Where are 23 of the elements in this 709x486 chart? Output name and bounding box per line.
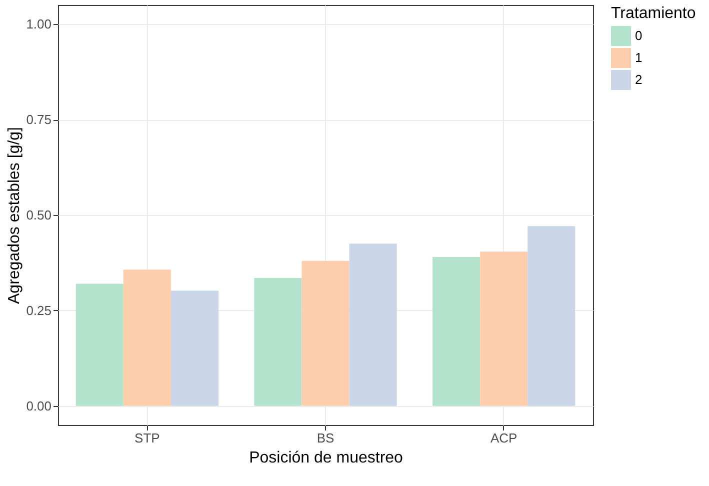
- y-tick-label: 0.00: [26, 398, 52, 414]
- y-axis-title: Agregados estables [g/g]: [6, 126, 24, 304]
- x-axis-title: Posición de muestreo: [249, 450, 404, 466]
- bar: [432, 257, 480, 406]
- x-tick-label: STP: [134, 430, 160, 446]
- bar: [302, 260, 350, 406]
- y-tick-label: 0.75: [26, 112, 52, 128]
- bar: [76, 284, 124, 406]
- legend-label: 1: [635, 50, 642, 65]
- bar: [349, 244, 397, 406]
- bar: [254, 278, 302, 406]
- legend-title: Tratamiento: [611, 5, 696, 22]
- y-tick-label: 0.25: [26, 302, 52, 318]
- y-tick-label: 1.00: [26, 16, 52, 32]
- bar: [528, 226, 576, 406]
- bar: [170, 290, 218, 406]
- x-tick-label: BS: [316, 430, 334, 446]
- legend-label: 0: [635, 28, 642, 43]
- x-tick-label: ACP: [490, 430, 518, 446]
- bar: [123, 270, 171, 406]
- legend-label: 2: [635, 72, 642, 87]
- bar: [480, 252, 528, 406]
- y-tick-label: 0.50: [26, 208, 52, 222]
